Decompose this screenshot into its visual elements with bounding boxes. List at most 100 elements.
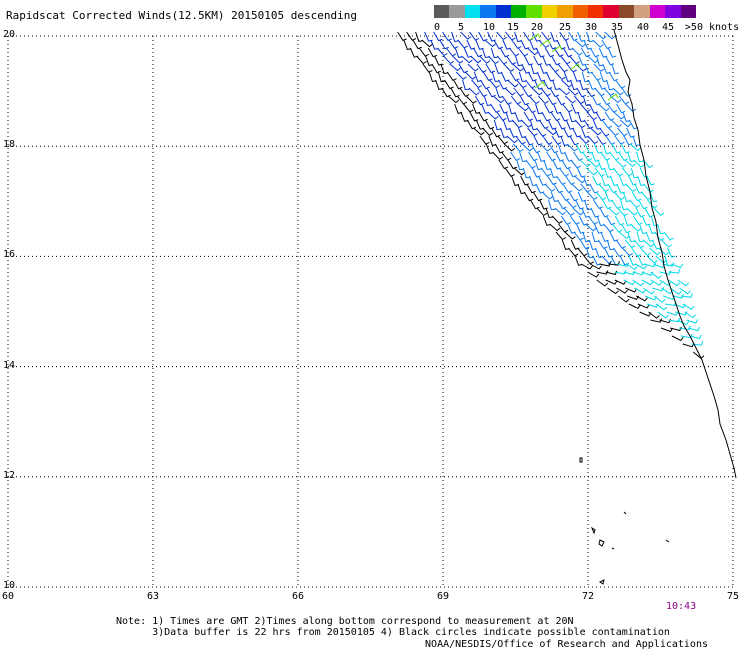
wind-barb-icon [663,231,674,241]
wind-barb-icon [642,239,655,248]
wind-barb-icon [612,167,624,177]
latitude-tick-label: 12 [3,469,16,481]
wind-barb-icon [397,31,407,42]
wind-barb-icon [637,303,650,309]
color-swatch [665,5,681,18]
wind-barb-icon [632,135,641,147]
wind-barb-icon [472,47,483,58]
color-swatch [618,5,635,18]
wind-barb-icon [638,199,648,210]
wind-barb-icon [691,341,704,346]
wind-barb-icon [566,199,577,209]
wind-barb-icon [492,95,505,104]
wind-barb-icon [587,215,599,225]
wind-barb-icon [615,159,627,168]
wind-barb-icon [567,167,577,178]
wind-barb-icon [610,119,622,128]
wind-barb-icon [518,127,527,138]
wind-barb-icon [609,231,619,242]
wind-barb-icon [569,215,580,225]
wind-barb-icon [646,175,656,186]
wind-barb-icon [687,326,700,332]
wind-barb-icon [450,87,460,98]
wind-barb-icon [551,45,563,53]
wind-barb-icon [461,55,473,64]
wind-barb-icon [428,71,437,83]
wind-barb-icon [603,87,615,97]
color-swatch [526,5,542,18]
color-scale-label: 10 [482,22,496,33]
wind-barb-icon [531,87,543,96]
wind-barb-icon [594,87,606,97]
wind-barb-icon [490,103,500,113]
wind-barb-icon [510,151,521,161]
wind-barb-icon [604,31,616,40]
wind-barb-icon [500,71,510,82]
wind-barb-icon [511,119,523,129]
wind-barb-icon [472,103,481,114]
wind-barb-icon [467,63,479,72]
wind-barb-icon [583,175,591,187]
wind-barb-icon [545,71,555,82]
wind-barb-icon [614,135,625,145]
wind-barb-icon [540,87,551,97]
wind-barb-icon [526,183,536,194]
wind-barb-icon [584,199,592,211]
wind-barb-icon [558,223,569,233]
wind-barb-icon [476,63,487,73]
wind-barb-icon [561,159,571,170]
wind-barb-icon [630,167,639,179]
wind-barb-icon [513,167,526,176]
wind-barb-icon [539,199,548,210]
wind-barb-icon [468,87,480,96]
wind-barb-icon [543,159,552,171]
wind-barb-icon [643,287,655,295]
color-scale-label: 25 [558,22,572,33]
wind-barb-icon [628,175,638,186]
credit-text: NOAA/NESDIS/Office of Research and Appli… [425,639,708,650]
wind-barb-icon [563,207,575,216]
wind-barb-icon [591,95,601,106]
wind-barb-icon [446,71,457,81]
wind-barb-icon [606,79,614,91]
wind-barb-icon [452,55,464,64]
wind-barb-icon [595,247,604,258]
wind-barb-icon [412,39,422,50]
wind-barb-icon [517,47,529,57]
wind-barb-icon [582,231,590,243]
latitude-tick-label: 10 [3,580,16,591]
wind-barb-icon [583,119,594,130]
wind-barb-icon [489,79,500,89]
wind-barb-icon [617,295,630,303]
wind-barb-icon [451,31,459,43]
wind-barb-icon [488,55,499,65]
wind-barb-icon [650,271,662,279]
wind-barb-icon [547,175,557,186]
color-swatch [480,5,496,18]
pass-time-label: 10:43 [666,601,697,612]
wind-barb-icon [607,287,619,295]
wind-barb-icon [440,63,449,75]
wind-barb-icon [582,151,593,161]
wind-barb-icon [568,191,579,202]
wind-barb-icon [441,87,451,98]
wind-barb-icon [664,301,677,307]
wind-barb-icon [566,143,578,152]
wind-barb-icon [677,319,690,326]
wind-barb-icon [519,151,527,163]
wind-barb-icon [533,135,543,146]
wind-barb-icon [448,39,459,49]
wind-barb-icon [570,239,580,250]
wind-barb-icon [529,175,537,187]
latitude-tick-label: 20 [3,29,16,40]
wind-barb-icon [501,151,512,161]
wind-barb-icon [538,119,549,129]
wind-barb-icon [581,71,589,83]
wind-barb-icon [598,47,608,58]
wind-barb-icon [564,231,576,240]
wind-barb-icon [425,55,434,66]
wind-barb-icon [527,71,537,82]
wind-barb-icon [618,231,631,240]
island-icon [579,457,670,585]
wind-barb-icon [590,127,602,136]
